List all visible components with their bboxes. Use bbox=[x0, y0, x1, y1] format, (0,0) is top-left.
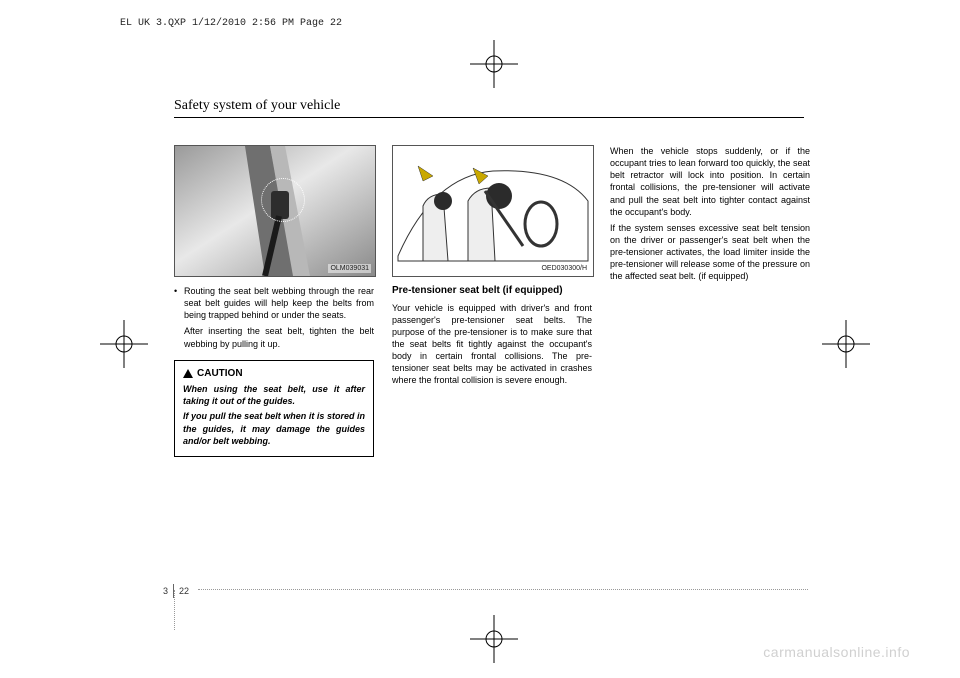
manual-page: EL UK 3.QXP 1/12/2010 2:56 PM Page 22 Sa… bbox=[0, 0, 960, 678]
figure-2: OED030300/H bbox=[392, 145, 594, 277]
pretensioner-heading: Pre-tensioner seat belt (if equipped) bbox=[392, 285, 592, 298]
reg-mark-top bbox=[470, 40, 518, 88]
section-title: Safety system of your vehicle bbox=[174, 98, 804, 118]
watermark: carmanualsonline.info bbox=[763, 644, 910, 660]
col3-body: When the vehicle stops suddenly, or if t… bbox=[610, 145, 810, 283]
col2-p1: Your vehicle is equipped with driver's a… bbox=[392, 302, 592, 387]
bullet-text: Routing the seat belt webbing through th… bbox=[184, 285, 374, 321]
after-insert-text: After inserting the seat belt, tighten t… bbox=[184, 325, 374, 349]
column-1: OLM039031 • Routing the seat belt webbin… bbox=[174, 145, 374, 457]
chapter-number: 3 bbox=[158, 584, 174, 598]
col3-p1: When the vehicle stops suddenly, or if t… bbox=[610, 145, 810, 218]
figure-2-svg bbox=[393, 146, 593, 276]
header-meta: EL UK 3.QXP 1/12/2010 2:56 PM Page 22 bbox=[120, 18, 342, 29]
reg-mark-right bbox=[822, 320, 870, 368]
caution-box: CAUTION When using the seat belt, use it… bbox=[174, 360, 374, 457]
caution-p1: When using the seat belt, use it after t… bbox=[183, 383, 365, 407]
caution-title: CAUTION bbox=[183, 367, 365, 381]
bullet-marker: • bbox=[174, 285, 184, 321]
page-number-value: 22 bbox=[174, 584, 194, 598]
figure-1-highlight-circle bbox=[261, 178, 305, 222]
figure-1: OLM039031 bbox=[174, 145, 376, 277]
warning-triangle-icon bbox=[183, 369, 193, 378]
caution-label: CAUTION bbox=[197, 367, 243, 381]
reg-mark-left bbox=[100, 320, 148, 368]
column-3: When the vehicle stops suddenly, or if t… bbox=[610, 145, 810, 457]
col2-body: Your vehicle is equipped with driver's a… bbox=[392, 302, 592, 387]
col3-p2: If the system senses excessive seat belt… bbox=[610, 222, 810, 283]
caution-text: When using the seat belt, use it after t… bbox=[183, 383, 365, 447]
column-2: OED030300/H Pre-tensioner seat belt (if … bbox=[392, 145, 592, 457]
figure-1-code: OLM039031 bbox=[328, 264, 371, 273]
figure-2-code: OED030300/H bbox=[539, 264, 589, 273]
footer-dotted-rule bbox=[198, 589, 808, 590]
reg-mark-bottom bbox=[470, 615, 518, 663]
caution-p2: If you pull the seat belt when it is sto… bbox=[183, 410, 365, 446]
page-number: 3 22 bbox=[158, 584, 194, 598]
bullet-paragraph: • Routing the seat belt webbing through … bbox=[174, 285, 374, 321]
content-columns: OLM039031 • Routing the seat belt webbin… bbox=[174, 145, 814, 457]
